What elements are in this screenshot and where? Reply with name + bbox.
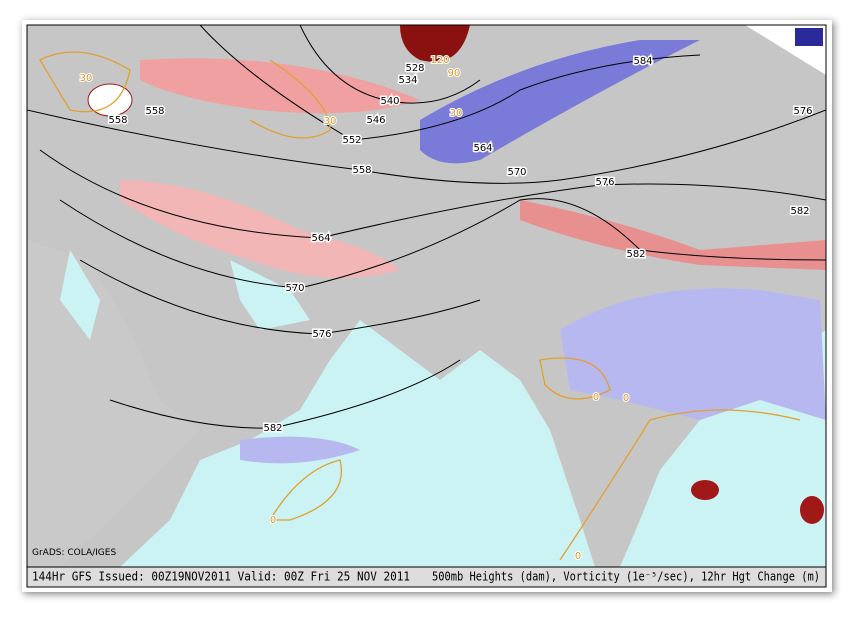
vorticity-negative [240, 436, 360, 464]
vorticity-max [87, 83, 133, 117]
change-label: 90 [448, 68, 461, 79]
color-bar [795, 28, 823, 46]
change-label: 0 [575, 551, 581, 562]
vorticity-positive [520, 200, 826, 270]
height-label: 540 [380, 96, 399, 107]
height-label: 582 [626, 249, 645, 260]
footer-left: 144Hr GFS Issued: 00Z19NOV2011 Valid: 00… [32, 570, 410, 584]
vorticity-max [800, 496, 824, 524]
change-label: 0 [623, 393, 629, 404]
change-label: 120 [430, 55, 449, 66]
height-label: 582 [790, 206, 809, 217]
gulf [230, 260, 310, 330]
height-label: 570 [285, 283, 304, 294]
height-label: 558 [145, 106, 164, 117]
credit: GrADS: COLA/IGES [32, 548, 116, 558]
red-sea [60, 250, 100, 340]
height-label: 576 [312, 329, 331, 340]
map: 558 558 552 546 540 534 528 558 564 570 … [27, 25, 826, 567]
vorticity-negative [560, 288, 826, 420]
height-label: 564 [311, 233, 330, 244]
height-label: 582 [263, 423, 282, 434]
height-label: 558 [352, 165, 371, 176]
land [27, 25, 826, 567]
vorticity-positive [120, 180, 400, 278]
land [27, 240, 200, 567]
height-label: 564 [473, 143, 492, 154]
change-contours [39, 51, 801, 561]
footer-right: 500mb Heights (dam), Vorticity (1e⁻⁵/sec… [432, 570, 820, 584]
change-label: 30 [80, 73, 93, 84]
height-label: 570 [507, 167, 526, 178]
height-label: 584 [633, 56, 652, 67]
change-label: 0 [593, 392, 599, 403]
vorticity-positive [140, 58, 420, 114]
height-label: 534 [398, 75, 417, 86]
vorticity-max [400, 25, 470, 62]
height-label: 546 [366, 115, 385, 126]
vorticity-max [691, 480, 719, 500]
height-label: 576 [595, 177, 614, 188]
change-label: 30 [324, 116, 337, 127]
height-label: 552 [342, 135, 361, 146]
change-label: 30 [450, 108, 463, 119]
height-label: 576 [793, 106, 812, 117]
footer-bar [26, 566, 827, 588]
height-label: 528 [405, 63, 424, 74]
height-contours [27, 25, 826, 429]
height-label: 558 [108, 115, 127, 126]
vorticity-negative [420, 40, 700, 164]
change-label: 0 [270, 515, 276, 526]
